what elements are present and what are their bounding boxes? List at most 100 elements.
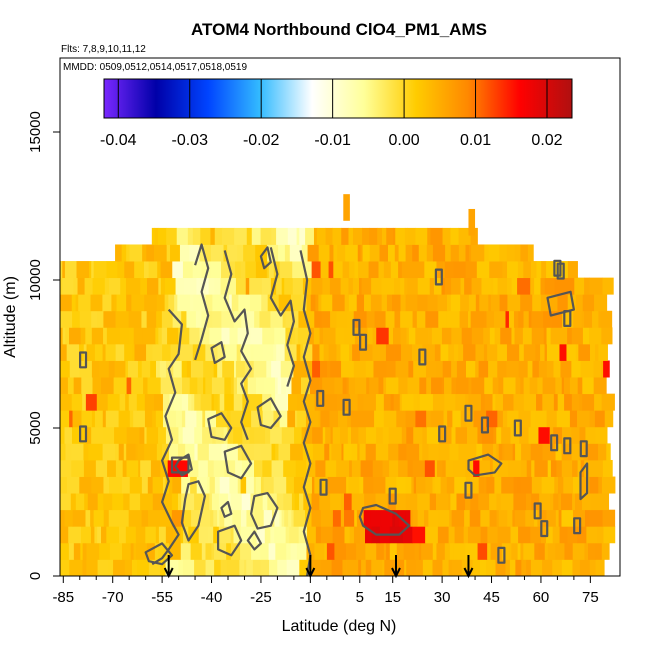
heatmap-cell (413, 393, 418, 411)
heatmap-cell (442, 227, 451, 245)
heatmap-cell (260, 559, 270, 576)
heatmap-cell (211, 377, 225, 395)
heatmap-cell (286, 476, 295, 494)
heatmap-cell (577, 410, 590, 428)
heatmap-cell (144, 410, 153, 428)
x-tick-label: 5 (356, 589, 364, 606)
heatmap-cell (94, 526, 98, 544)
heatmap-cell (337, 244, 346, 262)
heatmap-cell (71, 294, 77, 312)
heatmap-cell (465, 542, 478, 560)
heatmap-cell (404, 227, 408, 245)
heatmap-cell (394, 509, 400, 527)
heatmap-cell (275, 542, 287, 560)
heatmap-cell (324, 393, 338, 411)
heatmap-cell (382, 426, 390, 444)
heatmap-cell (395, 493, 407, 511)
heatmap-cell (80, 327, 86, 345)
heatmap-cell (306, 294, 312, 312)
heatmap-cell (347, 310, 355, 328)
heatmap-cell (322, 426, 326, 444)
heatmap-cell (186, 360, 192, 378)
heatmap-cell (97, 493, 104, 511)
contour-line (259, 246, 272, 270)
heatmap-cell (561, 459, 573, 477)
heatmap-cell (304, 261, 313, 279)
contour-line (553, 259, 562, 277)
heatmap-cell (589, 410, 596, 428)
heatmap-cell (275, 377, 279, 395)
heatmap-cell (202, 410, 206, 428)
heatmap-cell (126, 426, 140, 444)
heatmap-cell (86, 343, 89, 361)
heatmap-cell (260, 476, 265, 494)
heatmap-cell (392, 227, 396, 245)
heatmap-cell (319, 343, 324, 361)
heatmap-cell (513, 310, 519, 328)
heatmap-cell (602, 459, 613, 477)
heatmap-cell (224, 377, 232, 395)
heatmap-cell (147, 476, 154, 494)
heatmap-cell (508, 310, 515, 328)
contour-line (556, 262, 565, 280)
heatmap-cell (578, 343, 586, 361)
heatmap-cell (526, 559, 532, 576)
heatmap-cell (415, 410, 427, 428)
heatmap-cell (115, 244, 123, 262)
heatmap-cell (348, 377, 356, 395)
heatmap-cell (359, 343, 373, 361)
heatmap-cell (340, 509, 345, 527)
heatmap-cell (518, 526, 531, 544)
heatmap-cell (119, 526, 127, 544)
heatmap-cell (278, 443, 291, 461)
y-tick-label: 0 (27, 572, 44, 580)
heatmap-cell (176, 227, 189, 245)
heatmap-cell (119, 393, 126, 411)
heatmap-cell (211, 244, 224, 262)
contour-line (316, 389, 325, 407)
heatmap-cell (103, 509, 110, 527)
heatmap-cell (211, 542, 215, 560)
heatmap-cell (550, 459, 557, 477)
heatmap-cell (256, 526, 266, 544)
heatmap-cell (441, 327, 452, 345)
heatmap-cell (440, 343, 449, 361)
heatmap-cell (388, 443, 399, 461)
heatmap-cell (490, 277, 494, 295)
heatmap-cell (217, 343, 226, 361)
heatmap-cell (291, 509, 294, 527)
heatmap-cell (137, 360, 143, 378)
heatmap-cell (434, 343, 441, 361)
heatmap-cell (346, 542, 357, 560)
heatmap-cell (544, 277, 555, 295)
heatmap-cell (224, 509, 233, 527)
heatmap-cell (213, 526, 220, 544)
heatmap-cell (285, 327, 292, 345)
heatmap-cell (322, 377, 335, 395)
heatmap-cell (123, 493, 130, 511)
heatmap-cell (582, 393, 595, 411)
heatmap-cell (130, 542, 134, 560)
heatmap-cell (306, 360, 313, 378)
heatmap-cell (196, 410, 203, 428)
heatmap-cell (194, 426, 203, 444)
heatmap-cell (199, 327, 210, 345)
heatmap-cell (406, 559, 416, 576)
heatmap-cell (133, 410, 146, 428)
heatmap-cell (572, 459, 578, 477)
heatmap-cell (181, 360, 188, 378)
heatmap-cell (528, 310, 532, 328)
heatmap-cell (463, 343, 476, 361)
heatmap-cell (430, 227, 443, 245)
heatmap-cell (538, 360, 548, 378)
heatmap-cell (343, 327, 356, 345)
heatmap-cell (340, 493, 345, 511)
heatmap-cell (94, 343, 103, 361)
heatmap-cell (227, 244, 238, 262)
heatmap-cell (496, 426, 502, 444)
heatmap-cell (311, 509, 322, 527)
heatmap-cell (224, 393, 235, 411)
heatmap-cell (128, 393, 138, 411)
heatmap-cell (401, 426, 407, 444)
heatmap-cell (314, 393, 325, 411)
